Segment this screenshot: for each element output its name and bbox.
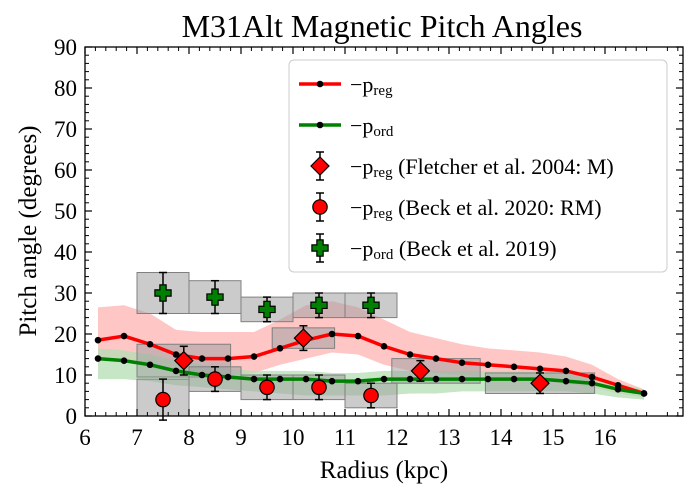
legend-marker-plus: [311, 239, 329, 257]
legend-label-1: −pord: [350, 113, 394, 140]
x-tick-label: 7: [131, 425, 143, 450]
series-ord-point: [354, 377, 362, 385]
y-tick-label: 10: [54, 363, 77, 388]
x-tick-label: 14: [490, 425, 514, 450]
y-tick-label: 50: [54, 199, 77, 224]
y-tick-label: 30: [54, 281, 77, 306]
series-ord-point: [94, 355, 102, 362]
x-tick-label: 15: [542, 425, 565, 450]
marker-plus-4-1: [206, 288, 224, 306]
series-ord-point: [250, 375, 258, 383]
legend-label-4: −pord (Beck et al. 2019): [350, 236, 557, 263]
x-tick-label: 12: [386, 425, 409, 450]
marker-plus-4-3: [310, 296, 328, 314]
series-ord-point: [172, 367, 180, 375]
axis-ticks: 6 7 8 9 10 11 12 13 14 15 16 0 10 20 30 40 50 60 70 80 90: [54, 35, 683, 450]
marker-diamond-2-2: [410, 361, 431, 381]
legend-label-2: −preg (Fletcher et al. 2004: M): [350, 154, 614, 181]
observation-points: [154, 271, 550, 421]
series-ord-point: [588, 379, 596, 387]
chart-title: M31Alt Magnetic Pitch Angles: [182, 8, 583, 44]
series-reg-point: [328, 330, 336, 338]
series-ord-point: [406, 375, 414, 383]
series-ord-point: [484, 375, 492, 383]
x-tick-label: 6: [79, 425, 91, 450]
marker-diamond-2-0: [173, 350, 194, 371]
series-reg-point: [224, 355, 232, 362]
marker-plus-4-2: [258, 300, 276, 319]
series-ord-point: [328, 377, 336, 385]
legend-marker-circle: [312, 199, 328, 215]
series-ord-point: [458, 375, 466, 383]
y-tick-label: 60: [54, 158, 77, 183]
series-ord-point: [562, 377, 570, 385]
y-tick-label: 0: [66, 404, 78, 429]
x-tick-label: 8: [183, 425, 195, 450]
series-reg-point: [94, 336, 102, 344]
series-ord-point: [146, 361, 154, 369]
y-tick-label: 20: [54, 322, 77, 347]
series-reg-point: [536, 365, 544, 373]
series-reg-point: [120, 332, 128, 340]
series-ord-point: [432, 375, 440, 383]
x-tick-label: 11: [334, 425, 356, 450]
series-reg-point: [198, 355, 206, 362]
marker-plus-4-4: [362, 296, 380, 314]
series-ord-point: [640, 390, 648, 397]
series-reg-point: [380, 343, 388, 350]
series-ord-point: [224, 373, 232, 381]
series-reg-point: [510, 363, 518, 371]
series-ord-point: [510, 375, 518, 383]
marker-diamond-2-3: [530, 373, 550, 394]
y-tick-label: 80: [54, 76, 77, 101]
series-reg-point: [588, 373, 596, 381]
series-ord-point: [276, 375, 284, 383]
legend-marker-diamond: [310, 156, 330, 176]
series-reg-point: [250, 353, 258, 360]
series-reg-point: [172, 351, 180, 358]
y-tick-label: 40: [54, 240, 77, 265]
legend: −preg −pord −preg (Fletcher et al. 2004: M…: [288, 59, 668, 273]
legend-label-3: −preg (Beck et al. 2020: RM): [350, 195, 602, 222]
marker-diamond-2-1: [293, 328, 314, 348]
series-ord-point: [302, 375, 310, 383]
plot-frame: [84, 46, 684, 417]
marker-circle-3-4: [363, 387, 379, 404]
y-axis-label: Pitch angle (degrees): [15, 125, 42, 336]
marker-plus-4-0: [154, 284, 172, 302]
series-reg-point: [432, 355, 440, 362]
marker-circle-3-1: [207, 371, 223, 387]
legend-dot-reg: [316, 80, 324, 88]
series-reg-point: [276, 345, 284, 352]
y-tick-label: 70: [54, 117, 77, 142]
series-reg-point: [458, 359, 466, 367]
marker-circle-3-0: [155, 391, 171, 408]
series-reg-point: [562, 367, 570, 375]
y-tick-label: 90: [54, 35, 77, 60]
series-reg-point: [354, 332, 362, 340]
series-reg-point: [406, 351, 414, 358]
series-ord-line: [97, 356, 645, 396]
x-tick-label: 16: [594, 425, 617, 450]
legend-label-0: −preg: [350, 72, 393, 99]
x-tick-label: 9: [235, 425, 247, 450]
x-axis-label: Radius (kpc): [320, 457, 448, 484]
series-ord-point: [120, 357, 128, 364]
series-reg-point: [146, 340, 154, 348]
x-tick-label: 10: [282, 425, 305, 450]
marker-circle-3-3: [311, 379, 327, 396]
legend-dot-ord: [316, 121, 324, 129]
series-ord-point: [614, 386, 622, 393]
legend-box: [288, 59, 668, 273]
marker-circle-3-2: [259, 379, 275, 396]
series-ord-point: [198, 371, 206, 379]
series-ord-point: [380, 375, 388, 383]
x-tick-label: 13: [438, 425, 461, 450]
series-reg-point: [484, 361, 492, 369]
